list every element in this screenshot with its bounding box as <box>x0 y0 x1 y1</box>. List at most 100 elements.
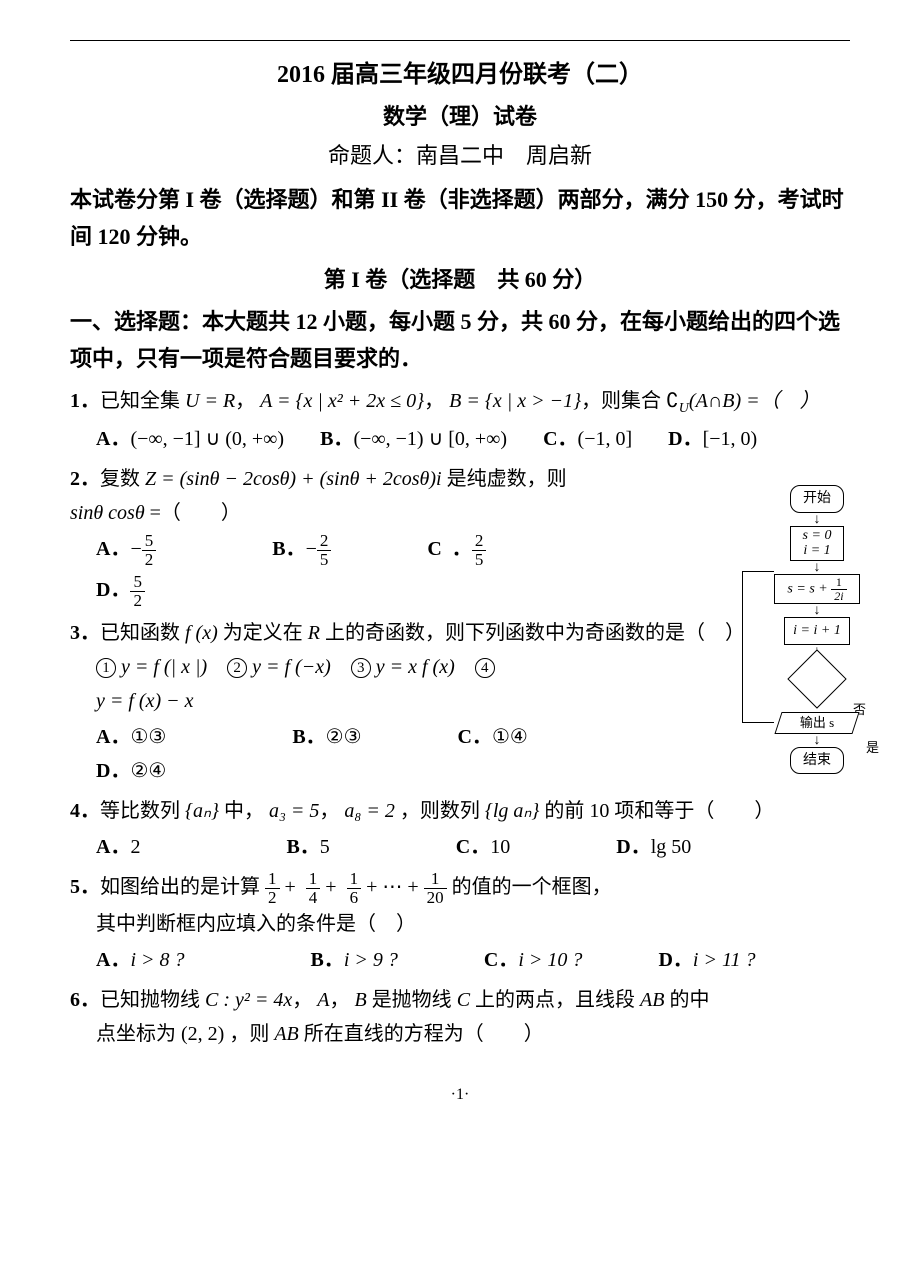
section-instructions: 一、选择题：本大题共 12 小题，每小题 5 分，共 60 分，在每小题给出的四… <box>70 303 850 378</box>
exam-intro: 本试卷分第 I 卷（选择题）和第 II 卷（非选择题）两部分，满分 150 分，… <box>70 181 850 256</box>
exam-author: 命题人：南昌二中 周启新 <box>70 137 850 174</box>
q5-dots: + ⋯ + <box>366 876 424 898</box>
page-number: ·1· <box>70 1081 850 1108</box>
q5-frac1: 12 <box>265 870 280 907</box>
q2-sincos: sinθ cosθ <box>70 502 145 524</box>
fc-step-s: s = s + 12i <box>774 574 860 604</box>
question-4: 4．等比数列 {aₙ} 中， a₃ = 5， a₈ = 2 ，则数列 {lg a… <box>70 794 850 864</box>
arrow-down-icon: ↓ <box>814 735 821 746</box>
arrow-down-icon: ↓ <box>814 514 821 525</box>
fc-end: 结束 <box>790 747 844 775</box>
q2-opt-d: D．52 <box>96 573 814 610</box>
circled-4-icon: 4 <box>475 658 495 678</box>
arrow-down-icon: ↓ <box>814 605 821 616</box>
q2-number: 2． <box>70 468 100 490</box>
fc-output: 输出 s <box>778 712 856 734</box>
q6-mid: 是抛物线 <box>372 989 452 1011</box>
exam-subtitle: 数学（理）试卷 <box>70 98 850 135</box>
q3-tail: 上的奇函数，则下列函数中为奇函数的是（ ） <box>325 622 745 644</box>
q6-l2-mid: ，则 <box>229 1023 269 1045</box>
q6-ab2: AB <box>274 1023 298 1045</box>
q4-an: {aₙ} <box>185 800 219 822</box>
q6-line2: 点坐标为 (2, 2) ，则 AB 所在直线的方程为（ ） <box>70 1017 850 1051</box>
fc-init: s = 0 i = 1 <box>790 526 844 561</box>
q6-tail: 的中 <box>669 989 709 1011</box>
q3-i2: y = f (−x) <box>252 656 331 678</box>
q2-opt-a: A．−52 <box>96 532 156 569</box>
question-6: 6．已知抛物线 C : y² = 4x， A， B 是抛物线 C 上的两点，且线… <box>70 983 850 1051</box>
q5-frac4: 120 <box>424 870 447 907</box>
q6-c: C : y² = 4x <box>205 989 292 1011</box>
q2-mid: 是纯虚数，则 <box>447 468 567 490</box>
q2-z: Z = (sinθ − 2cosθ) + (sinθ + 2cosθ)i <box>145 468 442 490</box>
q4-mid2: ，则数列 <box>400 800 480 822</box>
q2-opt-b: B．−25 <box>272 532 331 569</box>
q1-subu: U <box>679 401 689 416</box>
q5-frac2: 14 <box>306 870 321 907</box>
section-i-header: 第 I 卷（选择题 共 60 分） <box>70 261 850 298</box>
q3-items: 1 y = f (| x |) 2 y = f (−x) 3 y = x f (… <box>70 650 850 718</box>
arrow-down-icon: ↓ <box>814 562 821 573</box>
q5-opt-c: C．i > 10 ? <box>484 943 583 977</box>
q6-sep1: ， <box>292 989 312 1011</box>
q1-number: 1． <box>70 390 100 412</box>
circled-3-icon: 3 <box>351 658 371 678</box>
q1-options: A．(−∞, −1] ∪ (0, +∞) B．(−∞, −1) ∪ [0, +∞… <box>70 422 850 456</box>
q3-i4: y = f (x) − x <box>96 690 194 712</box>
q4-opt-d: D．lg 50 <box>616 830 691 864</box>
q4-sep: ， <box>319 800 339 822</box>
q2-options: A．−52 B．−25 C ．25 D．52 <box>70 532 850 610</box>
fc-decision <box>777 658 857 698</box>
circled-2-icon: 2 <box>227 658 247 678</box>
q3-r: R <box>308 622 320 644</box>
q3-number: 3． <box>70 622 100 644</box>
q6-pt: (2, 2) <box>181 1023 224 1045</box>
q4-opt-b: B．5 <box>286 830 329 864</box>
q1-opt-c: C．(−1, 0] <box>543 422 632 456</box>
q5-text-pre: 如图给出的是计算 <box>100 876 260 898</box>
q3-i1: y = f (| x |) <box>121 656 207 678</box>
q4-a8: a₈ = 2 <box>344 800 394 822</box>
q6-mid2: 上的两点，且线段 <box>475 989 635 1011</box>
q1-sep2: ， <box>424 390 444 412</box>
q4-a3: a₃ = 5 <box>269 800 319 822</box>
q2-text-pre: 复数 <box>100 468 140 490</box>
exam-title: 2016 届高三年级四月份联考（二） <box>70 55 850 96</box>
q3-mid: 为定义在 <box>223 622 303 644</box>
q1-u: U = R <box>185 390 235 412</box>
q3-opt-b: B．②③ <box>292 720 361 754</box>
q1-opt-d: D．[−1, 0) <box>668 422 757 456</box>
q1-sep1: ， <box>235 390 255 412</box>
q5-options: A．i > 8 ? B．i > 9 ? C．i > 10 ? D．i > 11 … <box>70 943 850 977</box>
q4-mid3: 的前 <box>544 800 584 822</box>
q3-fx: f (x) <box>185 622 218 644</box>
q5-opt-a: A．i > 8 ? <box>96 943 185 977</box>
q6-sep2: ， <box>329 989 349 1011</box>
q3-opt-c: C．①④ <box>458 720 528 754</box>
q1-b: B = {x | x > −1} <box>449 390 581 412</box>
q6-c2: C <box>457 989 470 1011</box>
circled-1-icon: 1 <box>96 658 116 678</box>
q1-opt-a: A．(−∞, −1] ∪ (0, +∞) <box>96 422 284 456</box>
fc-loop-line <box>742 571 774 723</box>
q6-l2-tail: 所在直线的方程为（ ） <box>304 1023 544 1045</box>
q4-ten: 10 <box>589 800 609 822</box>
q5-frac3: 16 <box>347 870 362 907</box>
q4-options: A．2 B．5 C．10 D．lg 50 <box>70 830 850 864</box>
question-3: 3．已知函数 f (x) 为定义在 R 上的奇函数，则下列函数中为奇函数的是（ … <box>70 616 850 788</box>
q6-ab: AB <box>640 989 664 1011</box>
q1-opt-b: B．(−∞, −1) ∪ [0, +∞) <box>320 422 507 456</box>
q4-number: 4． <box>70 800 100 822</box>
flowchart: 开始 ↓ s = 0 i = 1 ↓ s = s + 12i ↓ i = i +… <box>774 485 860 774</box>
q3-opt-a: A．①③ <box>96 720 166 754</box>
q4-tail: 项和等于（ ） <box>614 800 774 822</box>
fc-start: 开始 <box>790 485 844 513</box>
q1-tail2: (A∩B) =（ ） <box>689 390 820 412</box>
q5-mid: 的值的一个框图， <box>452 876 612 898</box>
q1-tail: ，则集合 ∁ <box>581 390 679 412</box>
q6-number: 6． <box>70 989 100 1011</box>
question-1: 1．已知全集 U = R， A = {x | x² + 2x ≤ 0}， B =… <box>70 384 850 457</box>
q4-lgan: {lg aₙ} <box>485 800 540 822</box>
q3-options: A．①③ B．②③ C．①④ D．②④ <box>70 720 850 788</box>
q4-opt-c: C．10 <box>456 830 510 864</box>
